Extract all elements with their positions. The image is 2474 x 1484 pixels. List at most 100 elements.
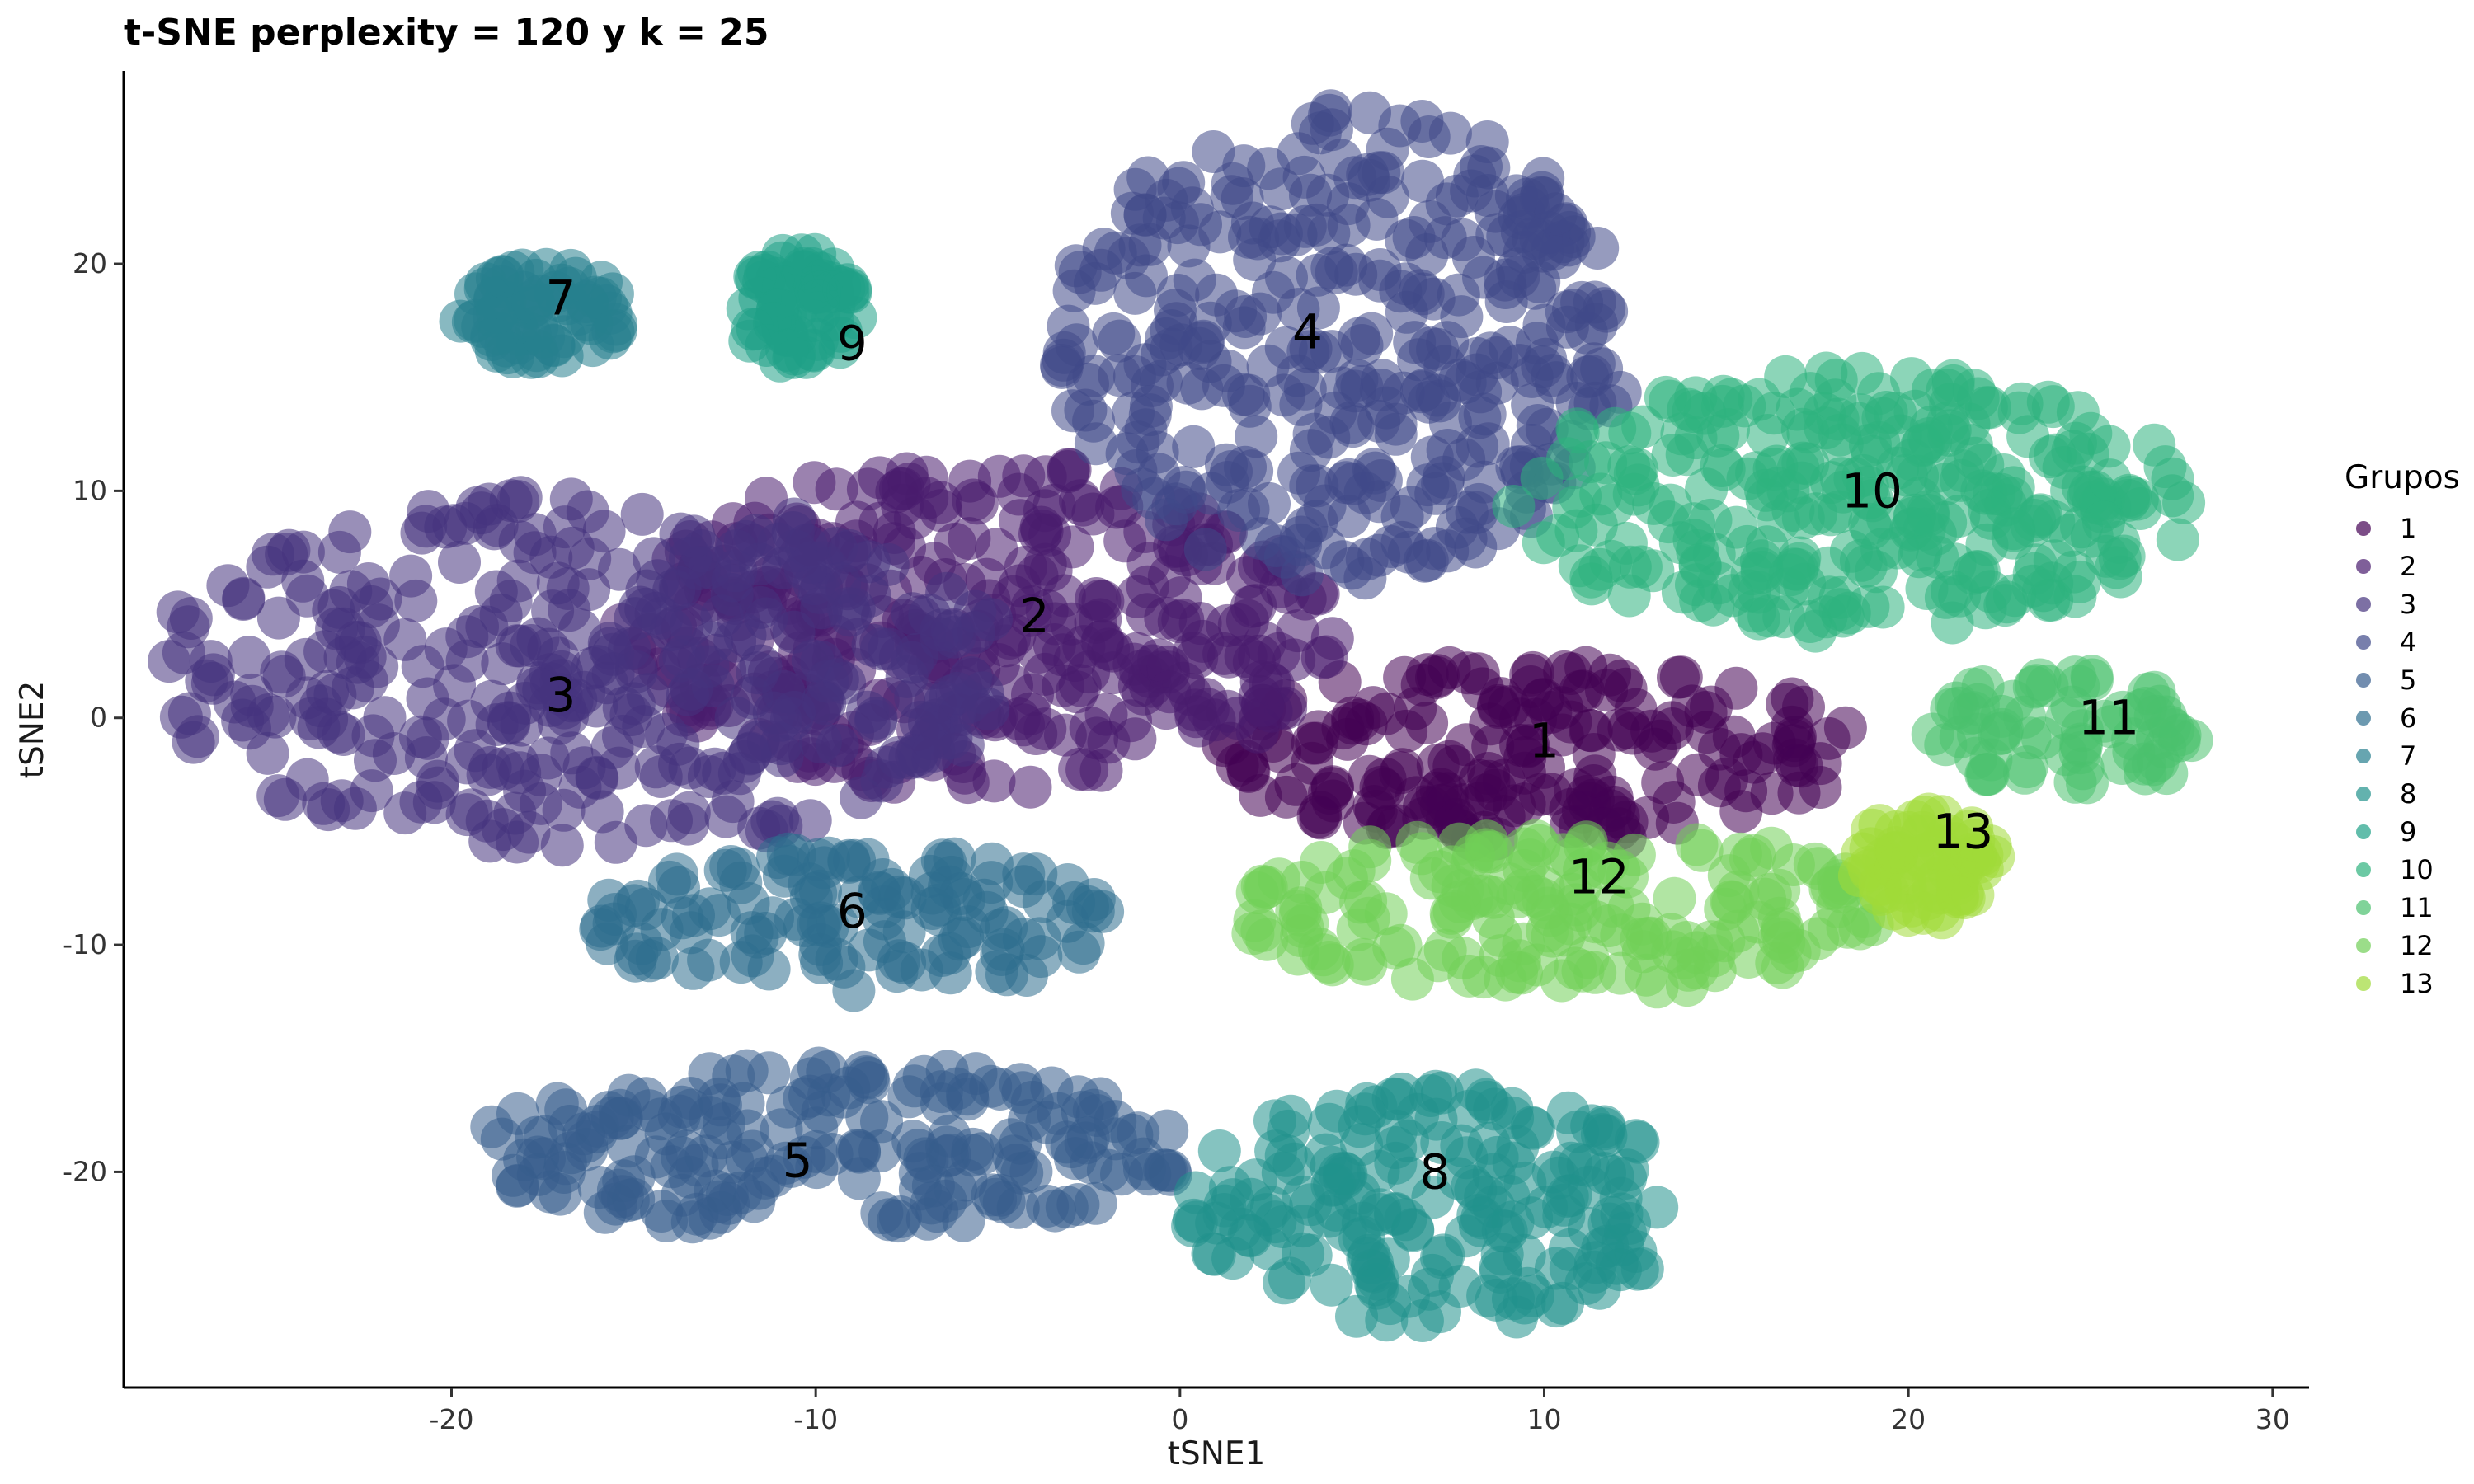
point-cluster-4 bbox=[1173, 258, 1216, 302]
point-cluster-3 bbox=[760, 735, 804, 778]
point-cluster-5 bbox=[925, 1125, 968, 1169]
point-cluster-12 bbox=[1574, 900, 1618, 944]
point-cluster-4 bbox=[1230, 201, 1274, 245]
point-cluster-8 bbox=[1307, 1195, 1351, 1238]
point-cluster-10 bbox=[2156, 518, 2199, 561]
point-cluster-4 bbox=[1348, 91, 1391, 134]
point-cluster-3 bbox=[438, 541, 481, 584]
point-cluster-1 bbox=[1405, 702, 1449, 744]
point-cluster-1 bbox=[1467, 752, 1511, 795]
point-cluster-1 bbox=[1569, 709, 1613, 753]
point-cluster-5 bbox=[860, 1191, 904, 1235]
point-cluster-4 bbox=[1162, 161, 1206, 204]
point-cluster-3 bbox=[432, 504, 476, 547]
point-cluster-10 bbox=[1710, 574, 1754, 618]
point-cluster-3 bbox=[791, 639, 835, 683]
point-cluster-8 bbox=[1366, 1237, 1410, 1281]
point-cluster-1 bbox=[1600, 659, 1643, 702]
point-cluster-3 bbox=[713, 619, 757, 663]
cluster-label-11: 11 bbox=[2078, 690, 2139, 746]
cluster-label-13: 13 bbox=[1933, 803, 1994, 859]
point-cluster-9 bbox=[818, 326, 862, 369]
point-cluster-3 bbox=[281, 559, 325, 603]
point-cluster-3 bbox=[890, 641, 934, 684]
legend-label-12: 12 bbox=[2400, 930, 2434, 961]
point-cluster-3 bbox=[602, 686, 646, 730]
point-cluster-2 bbox=[977, 454, 1021, 498]
point-cluster-4 bbox=[1183, 528, 1227, 571]
point-cluster-10 bbox=[1764, 355, 1808, 398]
point-cluster-1 bbox=[1310, 767, 1354, 810]
point-cluster-4 bbox=[1178, 326, 1221, 370]
point-cluster-6 bbox=[928, 865, 971, 909]
x-tick-label: 20 bbox=[1891, 1403, 1926, 1435]
point-cluster-8 bbox=[1541, 1281, 1584, 1325]
point-cluster-3 bbox=[475, 504, 519, 547]
point-cluster-2 bbox=[1015, 554, 1059, 598]
point-cluster-7 bbox=[591, 310, 635, 354]
point-cluster-12 bbox=[1606, 855, 1649, 899]
point-cluster-8 bbox=[1598, 1248, 1642, 1292]
point-cluster-3 bbox=[515, 666, 559, 710]
point-cluster-6 bbox=[671, 946, 715, 990]
point-cluster-3 bbox=[406, 716, 449, 760]
y-tick-label: -20 bbox=[63, 1155, 107, 1187]
point-cluster-2 bbox=[1241, 683, 1285, 727]
point-cluster-3 bbox=[531, 589, 575, 633]
series-group-3 bbox=[148, 476, 1013, 867]
point-cluster-12 bbox=[1635, 965, 1679, 1009]
legend-key-10 bbox=[2356, 862, 2371, 877]
point-cluster-10 bbox=[1771, 489, 1815, 532]
legend-title: Grupos bbox=[2345, 459, 2460, 496]
point-cluster-4 bbox=[1379, 270, 1423, 313]
point-cluster-10 bbox=[1827, 591, 1871, 635]
point-cluster-12 bbox=[1649, 913, 1693, 956]
point-cluster-10 bbox=[1840, 351, 1884, 395]
point-cluster-6 bbox=[832, 969, 876, 1012]
point-cluster-4 bbox=[1401, 159, 1444, 203]
point-cluster-1 bbox=[1550, 652, 1593, 695]
point-cluster-2 bbox=[1061, 483, 1105, 527]
point-cluster-8 bbox=[1445, 1136, 1489, 1180]
point-cluster-3 bbox=[860, 759, 904, 803]
point-cluster-10 bbox=[1522, 521, 1565, 565]
point-cluster-3 bbox=[520, 782, 562, 825]
point-cluster-4 bbox=[1441, 218, 1484, 261]
point-cluster-11 bbox=[1965, 753, 2009, 796]
point-cluster-4 bbox=[1435, 174, 1479, 218]
point-cluster-5 bbox=[934, 1067, 978, 1111]
point-cluster-6 bbox=[816, 904, 859, 947]
point-cluster-10 bbox=[1931, 570, 1973, 613]
point-cluster-8 bbox=[1546, 1091, 1590, 1134]
point-cluster-3 bbox=[543, 505, 586, 549]
point-cluster-3 bbox=[846, 690, 889, 734]
series-group-4 bbox=[1040, 89, 1642, 600]
point-cluster-12 bbox=[1451, 877, 1493, 921]
cluster-label-1: 1 bbox=[1529, 712, 1559, 768]
point-cluster-1 bbox=[1239, 773, 1282, 817]
point-cluster-1 bbox=[1705, 757, 1748, 801]
point-cluster-2 bbox=[1147, 555, 1191, 599]
point-cluster-12 bbox=[1550, 872, 1593, 916]
point-cluster-8 bbox=[1374, 1191, 1418, 1235]
point-cluster-1 bbox=[1750, 772, 1794, 815]
point-cluster-1 bbox=[1503, 751, 1546, 795]
point-cluster-12 bbox=[1276, 932, 1319, 976]
legend-key-9 bbox=[2356, 824, 2371, 839]
point-cluster-3 bbox=[550, 731, 594, 775]
point-cluster-4 bbox=[1055, 323, 1098, 367]
point-cluster-4 bbox=[1366, 127, 1409, 171]
legend-key-1 bbox=[2356, 521, 2371, 536]
point-cluster-6 bbox=[858, 871, 901, 915]
point-cluster-5 bbox=[1061, 1090, 1104, 1134]
point-cluster-3 bbox=[513, 531, 557, 575]
point-cluster-5 bbox=[934, 1167, 977, 1211]
point-cluster-2 bbox=[1047, 450, 1090, 493]
point-cluster-13 bbox=[1903, 796, 1946, 839]
point-cluster-4 bbox=[1500, 210, 1544, 254]
legend-key-8 bbox=[2356, 787, 2371, 801]
point-cluster-11 bbox=[2058, 731, 2102, 775]
point-cluster-3 bbox=[363, 696, 407, 740]
point-cluster-5 bbox=[1054, 1137, 1097, 1181]
point-cluster-1 bbox=[1487, 685, 1531, 729]
